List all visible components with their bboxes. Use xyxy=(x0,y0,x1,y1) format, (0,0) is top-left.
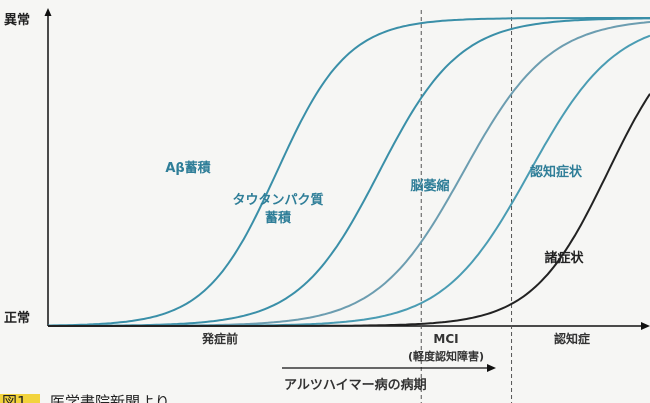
caption-tag-bg xyxy=(0,394,40,403)
series-curve xyxy=(48,17,650,327)
phase-label-mci-sub: (軽度認知障害) xyxy=(408,349,484,363)
y-tick-label-top: 異常 xyxy=(4,12,30,28)
caption: 図1 医学書院新聞より xyxy=(0,393,170,403)
caption-tag: 図1 xyxy=(2,393,27,403)
series-label: 脳萎縮 xyxy=(410,178,449,194)
series-label: 認知症状 xyxy=(530,164,583,180)
phase-label-mci: MCI xyxy=(433,332,458,346)
y-axis-arrow xyxy=(44,8,52,16)
caption-text: 医学書院新聞より xyxy=(50,393,170,403)
series-label: Aβ蓄積 xyxy=(165,160,211,176)
series-label: タウタンパク質蓄積 xyxy=(232,192,323,226)
series-label: 諸症状 xyxy=(544,250,584,266)
phase-boundaries xyxy=(420,10,513,403)
series-curve xyxy=(48,93,650,327)
period-arrow-label: アルツハイマー病の病期 xyxy=(284,377,427,393)
y-tick-label-bottom: 正常 xyxy=(4,310,30,326)
curves xyxy=(48,17,650,327)
phase-label-dementia: 認知症 xyxy=(554,331,590,346)
phase-label-presymptomatic: 発症前 xyxy=(201,331,238,346)
period-arrow xyxy=(282,364,496,372)
series-curve xyxy=(48,34,650,327)
x-axis-arrow xyxy=(641,322,650,330)
